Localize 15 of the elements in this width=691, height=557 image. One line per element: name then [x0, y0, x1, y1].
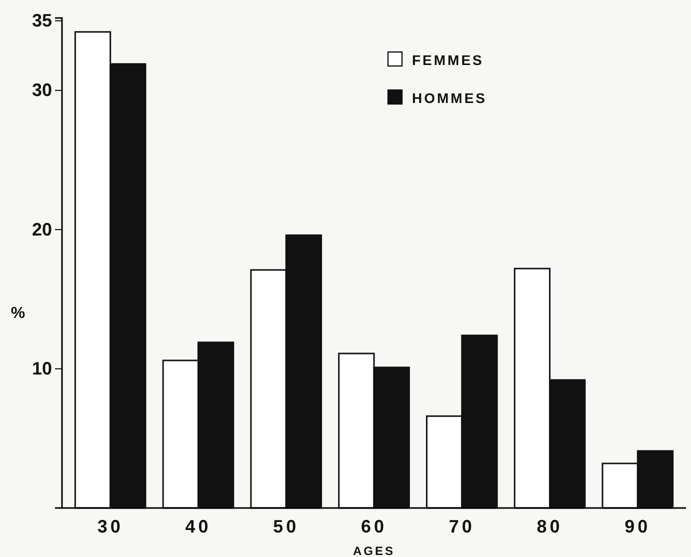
legend-label: FEMMES — [412, 52, 484, 68]
x-tick-label: 70 — [448, 516, 475, 537]
y-tick-label: 35 — [32, 10, 52, 31]
x-tick-label: 40 — [185, 516, 212, 537]
x-tick-label: 60 — [360, 516, 388, 537]
x-axis-title: AGES — [352, 544, 396, 557]
legend-label: HOMMES — [412, 90, 487, 106]
x-tick-label: 50 — [273, 516, 300, 537]
x-tick-label: 80 — [536, 516, 563, 537]
x-tick-label: 90 — [624, 516, 651, 537]
y-tick-label: 10 — [32, 358, 52, 379]
x-tick-label: 30 — [97, 516, 124, 537]
y-axis-title: % — [10, 305, 26, 322]
y-tick-label: 20 — [32, 219, 52, 240]
y-tick-label: 30 — [32, 80, 52, 100]
